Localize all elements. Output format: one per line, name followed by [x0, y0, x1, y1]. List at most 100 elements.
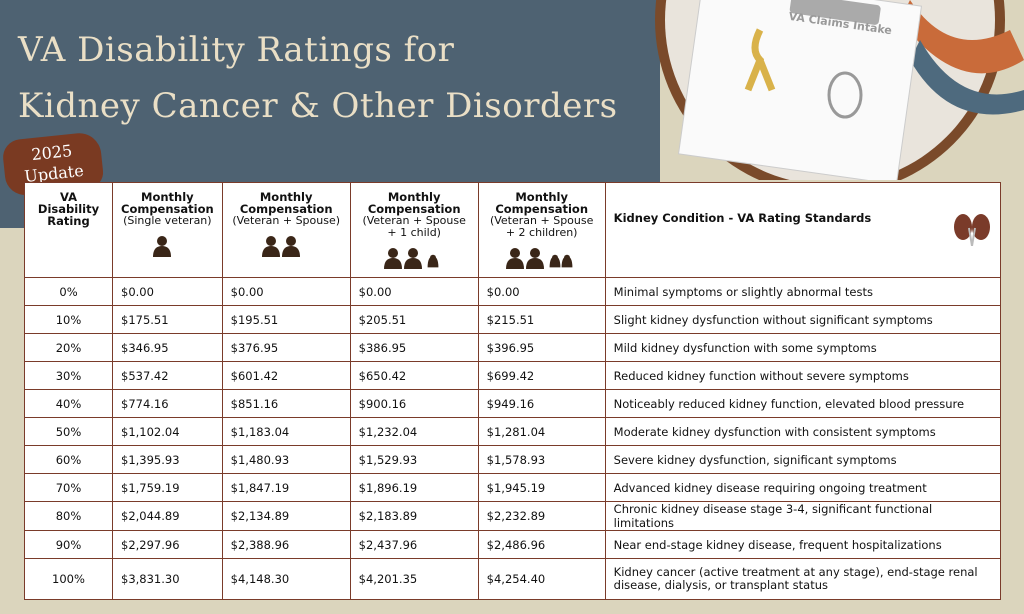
table-row: 80% $2,044.89 $2,134.89 $2,183.89 $2,232.89 C…	[24, 501, 1001, 531]
table-cell: $2,183.89	[349, 501, 479, 531]
table-cell: $1,281.04	[477, 417, 606, 446]
table-cell: $1,480.93	[221, 445, 351, 474]
table-cell: $386.95	[349, 333, 479, 362]
table-cell: 90%	[24, 530, 113, 559]
column-subtitle: (Veteran + Spouse + 1 child)	[362, 214, 466, 239]
header-photo: VA Claims Intake	[655, 0, 1024, 180]
table-cell: 50%	[24, 417, 113, 446]
table-cell: $1,847.19	[221, 473, 351, 502]
table-cell: $2,232.89	[477, 501, 606, 531]
table-cell: Reduced kidney function without severe s…	[604, 361, 1001, 390]
table-cell: $0.00	[112, 277, 223, 306]
table-cell: Minimal symptoms or slightly abnormal te…	[604, 277, 1001, 306]
column-subtitle: (Veteran + Spouse)	[232, 214, 341, 227]
table-cell: $3,831.30	[112, 558, 223, 600]
title: VA Disability Ratings for Kidney Cancer …	[18, 22, 618, 134]
table-row: 50% $1,102.04 $1,183.04 $1,232.04 $1,281.04 M…	[24, 417, 1001, 446]
table-cell: $2,486.96	[477, 530, 606, 559]
table-row: 30% $537.42 $601.42 $650.42 $699.42 Reduced k…	[24, 361, 1001, 390]
people-icons	[121, 233, 214, 259]
table-cell: $175.51	[112, 305, 223, 334]
table-row: 0% $0.00 $0.00 $0.00 $0.00 Minimal symptoms o…	[24, 277, 1001, 306]
table-cell: 0%	[24, 277, 113, 306]
table-cell: $900.16	[349, 389, 479, 418]
table-cell: 80%	[24, 501, 113, 531]
table-row: 90% $2,297.96 $2,388.96 $2,437.96 $2,486.96 N…	[24, 530, 1001, 559]
column-header: Monthly Compensation (Single veteran)	[112, 182, 223, 278]
column-subtitle: (Veteran + Spouse + 2 children)	[489, 214, 594, 239]
column-header: VA Disability Rating	[24, 182, 113, 278]
table-cell: $0.00	[477, 277, 606, 306]
kidney-icon	[952, 212, 992, 249]
table-row: 100% $3,831.30 $4,148.30 $4,201.35 $4,254.40…	[24, 558, 1001, 600]
table-cell: $2,297.96	[112, 530, 223, 559]
table-cell: 40%	[24, 389, 113, 418]
table-cell: $0.00	[349, 277, 479, 306]
table-cell: $205.51	[349, 305, 479, 334]
table-row: 60% $1,395.93 $1,480.93 $1,529.93 $1,578.93 S…	[24, 445, 1001, 474]
table-cell: $1,945.19	[477, 473, 606, 502]
title-line: Kidney Cancer & Other Disorders	[18, 86, 618, 126]
table-cell: Near end-stage kidney disease, frequent …	[604, 530, 1001, 559]
column-header: Kidney Condition - VA Rating Standards	[604, 182, 1001, 278]
table-cell: $949.16	[477, 389, 606, 418]
people-icons	[487, 245, 597, 271]
table-cell: $2,437.96	[349, 530, 479, 559]
table-row: 40% $774.16 $851.16 $900.16 $949.16 Noticeabl…	[24, 389, 1001, 418]
column-title: VA Disability Rating	[37, 190, 100, 228]
table-cell: $1,529.93	[349, 445, 479, 474]
table-cell: $4,148.30	[221, 558, 351, 600]
table-cell: 100%	[24, 558, 113, 600]
table-cell: $1,578.93	[477, 445, 606, 474]
table-cell: 30%	[24, 361, 113, 390]
table-cell: Noticeably reduced kidney function, elev…	[604, 389, 1001, 418]
table-cell: $699.42	[477, 361, 606, 390]
people-icons	[359, 245, 470, 271]
table-cell: $0.00	[221, 277, 351, 306]
table-cell: $1,232.04	[349, 417, 479, 446]
table-cell: $396.95	[477, 333, 606, 362]
table-cell: $2,388.96	[221, 530, 351, 559]
table-row: 20% $346.95 $376.95 $386.95 $396.95 Mild kidn…	[24, 333, 1001, 362]
column-title: Kidney Condition - VA Rating Standards	[613, 210, 872, 225]
people-icons	[231, 233, 342, 259]
title-line: VA Disability Ratings for	[18, 30, 455, 70]
table-row: 10% $175.51 $195.51 $205.51 $215.51 Slight ki…	[24, 305, 1001, 334]
table-cell: $4,254.40	[477, 558, 606, 600]
table-cell: $650.42	[349, 361, 479, 390]
column-title: Monthly Compensation	[367, 190, 461, 216]
table-cell: $1,759.19	[112, 473, 223, 502]
column-header: Monthly Compensation (Veteran + Spouse + …	[477, 182, 606, 278]
table-cell: $1,395.93	[112, 445, 223, 474]
table-cell: $1,102.04	[112, 417, 223, 446]
table-cell: $2,044.89	[112, 501, 223, 531]
table-cell: Severe kidney dysfunction, significant s…	[604, 445, 1001, 474]
column-title: Monthly Compensation	[239, 190, 333, 216]
table-cell: $4,201.35	[349, 558, 479, 600]
column-title: Monthly Compensation	[495, 190, 589, 216]
table-cell: Slight kidney dysfunction without signif…	[604, 305, 1001, 334]
table-cell: $376.95	[221, 333, 351, 362]
table-cell: $851.16	[221, 389, 351, 418]
table-cell: $601.42	[221, 361, 351, 390]
table-cell: Kidney cancer (active treatment at any s…	[604, 558, 1001, 600]
column-title: Monthly Compensation	[121, 190, 214, 216]
table-cell: Chronic kidney disease stage 3-4, signif…	[604, 501, 1001, 531]
table-cell: Mild kidney dysfunction with some sympto…	[604, 333, 1001, 362]
table-cell: $2,134.89	[221, 501, 351, 531]
table-cell: $774.16	[112, 389, 223, 418]
table-cell: 70%	[24, 473, 113, 502]
table-cell: 10%	[24, 305, 113, 334]
table-cell: Moderate kidney dysfunction with consist…	[604, 417, 1001, 446]
rating-table: VA Disability Rating Monthly Compensation…	[24, 182, 1001, 600]
table-cell: $1,183.04	[221, 417, 351, 446]
table-cell: $537.42	[112, 361, 223, 390]
table-row: 70% $1,759.19 $1,847.19 $1,896.19 $1,945.19 A…	[24, 473, 1001, 502]
table-cell: 60%	[24, 445, 113, 474]
column-header: Monthly Compensation (Veteran + Spouse)	[221, 182, 351, 278]
column-subtitle: (Single veteran)	[123, 214, 212, 227]
table-cell: $215.51	[477, 305, 606, 334]
table-cell: $1,896.19	[349, 473, 479, 502]
table-cell: Advanced kidney disease requiring ongoin…	[604, 473, 1001, 502]
